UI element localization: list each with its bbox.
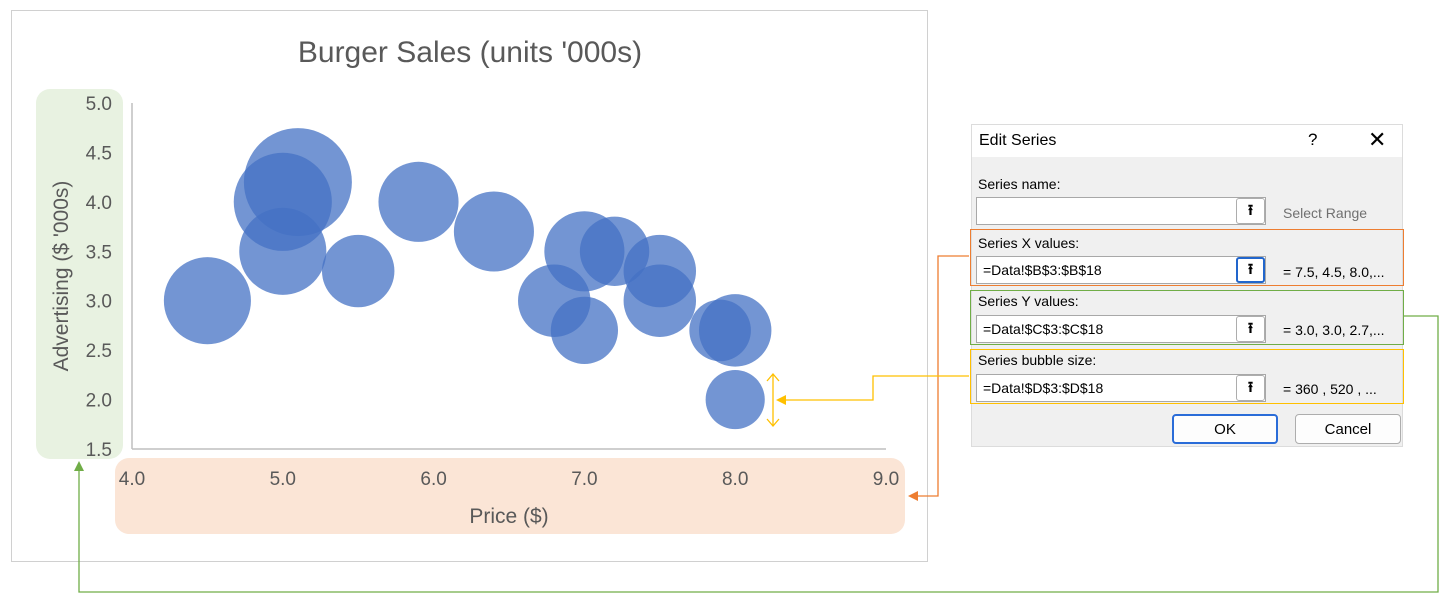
- x-tick-label: 7.0: [571, 469, 597, 490]
- x-tick-label: 5.0: [270, 469, 296, 490]
- chart-title: Burger Sales (units '000s): [298, 36, 642, 69]
- range-select-icon: ⭱: [1247, 202, 1254, 219]
- bubble-size-indicator: [766, 373, 780, 427]
- x-tick-label: 9.0: [873, 469, 899, 490]
- cancel-button[interactable]: Cancel: [1295, 414, 1401, 444]
- bubble-point[interactable]: [689, 299, 751, 362]
- bubble-size-label: Series bubble size:: [978, 352, 1097, 368]
- x-tick-label: 8.0: [722, 469, 748, 490]
- dialog-title: Edit Series: [979, 132, 1057, 149]
- bubble-point[interactable]: [163, 257, 251, 345]
- series-name-input[interactable]: [976, 197, 1266, 225]
- y-values-input[interactable]: [976, 315, 1266, 343]
- series-name-label: Series name:: [978, 176, 1061, 192]
- x-axis-title: Price ($): [469, 505, 548, 528]
- help-icon[interactable]: ?: [1308, 130, 1318, 149]
- dialog-titlebar: Edit Series ? ✕: [972, 125, 1402, 157]
- bubble-point[interactable]: [453, 191, 534, 272]
- x-values-range-button[interactable]: ⭱: [1236, 257, 1265, 283]
- y-tick-label: 3.5: [86, 242, 112, 263]
- x-tick-label: 4.0: [119, 469, 145, 490]
- bubble-point[interactable]: [321, 234, 395, 308]
- x-values-highlight: [970, 229, 1404, 286]
- y-tick-label: 4.5: [86, 143, 112, 164]
- ok-button[interactable]: OK: [1172, 414, 1278, 444]
- y-tick-label: 4.0: [86, 193, 112, 214]
- x-tick-label: 6.0: [420, 469, 446, 490]
- bubble-point[interactable]: [378, 161, 459, 242]
- x-values-preview: = 7.5, 4.5, 8.0,...: [1283, 264, 1385, 280]
- bubble-point[interactable]: [623, 234, 697, 308]
- bubble-size-input[interactable]: [976, 374, 1266, 402]
- bubble-point[interactable]: [705, 369, 765, 430]
- bubble-size-preview: = 360 , 520 , ...: [1283, 381, 1377, 397]
- series-name-range-button[interactable]: ⭱: [1236, 198, 1265, 224]
- y-tick-label: 2.0: [86, 391, 112, 412]
- y-values-preview: = 3.0, 3.0, 2.7,...: [1283, 322, 1385, 338]
- range-select-icon: ⭱: [1247, 261, 1254, 278]
- range-select-icon: ⭱: [1247, 379, 1254, 396]
- y-tick-label: 5.0: [86, 94, 112, 115]
- x-values-label: Series X values:: [978, 235, 1080, 251]
- bubble-point[interactable]: [550, 296, 619, 364]
- y-values-label: Series Y values:: [978, 293, 1079, 309]
- y-axis-title: Advertising ($ '000s): [50, 181, 73, 372]
- range-select-icon: ⭱: [1247, 320, 1254, 337]
- edit-series-dialog: Edit Series ? ✕ Series name: ⭱ Select Ra…: [970, 124, 1404, 447]
- bubble-size-range-button[interactable]: ⭱: [1236, 375, 1265, 401]
- bubble-point[interactable]: [233, 152, 332, 251]
- y-tick-label: 2.5: [86, 341, 112, 362]
- y-values-range-button[interactable]: ⭱: [1236, 316, 1265, 342]
- y-tick-label: 1.5: [86, 440, 112, 461]
- x-values-input[interactable]: [976, 256, 1266, 284]
- close-icon[interactable]: ✕: [1368, 127, 1387, 152]
- series-name-hint: Select Range: [1283, 205, 1368, 221]
- y-tick-label: 3.0: [86, 292, 112, 313]
